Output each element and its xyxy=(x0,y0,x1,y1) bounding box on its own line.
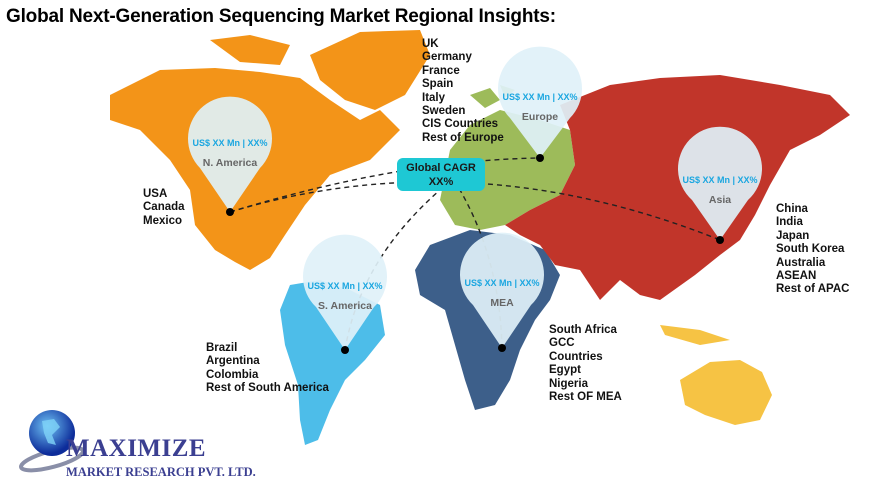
country: USA xyxy=(143,188,168,200)
pin-label-mea: US$ XX Mn | XX% MEA xyxy=(460,278,544,309)
country: Rest of APAC xyxy=(776,283,850,296)
region-value: US$ XX Mn | XX% xyxy=(192,138,268,148)
country: South Africa xyxy=(549,324,617,336)
country: Countries xyxy=(549,350,603,363)
region-value: US$ XX Mn | XX% xyxy=(464,278,540,288)
region-name: N. America xyxy=(202,157,258,169)
global-cagr-value: XX% xyxy=(428,176,454,188)
marker-south-america xyxy=(341,346,349,354)
country: Rest of South America xyxy=(206,382,329,395)
country: CIS Countries xyxy=(422,118,499,131)
country: South Korea xyxy=(776,243,845,256)
continent-north-america-islands xyxy=(210,35,290,65)
marker-asia xyxy=(716,236,724,244)
country: Italy xyxy=(422,91,446,104)
pin-europe xyxy=(498,46,583,158)
country: China xyxy=(776,203,808,215)
region-value: US$ XX Mn | XX% xyxy=(682,175,758,185)
region-value: US$ XX Mn | XX% xyxy=(307,281,383,291)
continent-asia xyxy=(505,75,850,300)
pin-asia xyxy=(678,126,763,240)
global-cagr-box: Global CAGR XX% xyxy=(397,158,485,191)
country: Spain xyxy=(422,78,454,91)
region-name: Asia xyxy=(708,194,732,206)
country: Nigeria xyxy=(549,377,588,390)
region-name: S. America xyxy=(318,300,372,312)
country: Germany xyxy=(422,51,472,64)
country: Argentina xyxy=(206,355,260,368)
pin-label-asia: US$ XX Mn | XX% Asia xyxy=(678,175,762,206)
country: Canada xyxy=(143,201,185,214)
country-list-north-america: USA Canada Mexico xyxy=(143,188,185,228)
region-value: US$ XX Mn | XX% xyxy=(502,92,578,102)
country: GCC xyxy=(549,337,575,350)
region-name: Europe xyxy=(521,111,559,123)
page-title: Global Next-Generation Sequencing Market… xyxy=(6,6,556,27)
connector-na-europe xyxy=(229,157,541,213)
country-list-south-america: Brazil Argentina Colombia Rest of South … xyxy=(206,342,329,396)
continent-greenland xyxy=(310,30,430,110)
logo-subtitle: MARKET RESEARCH PVT. LTD. xyxy=(66,465,256,479)
country: France xyxy=(422,64,460,77)
globe-icon xyxy=(19,410,85,473)
continent-indonesia xyxy=(660,325,730,345)
continent-australia xyxy=(680,360,772,425)
country: Egypt xyxy=(549,364,581,377)
pin-north-america xyxy=(188,96,272,212)
country: Rest of Europe xyxy=(422,131,504,144)
country-list-mea: South Africa GCC Countries Egypt Nigeria… xyxy=(549,324,622,404)
company-logo: MAXIMIZE MARKET RESEARCH PVT. LTD. xyxy=(14,405,256,480)
country-list-asia: China India Japan South Korea Australia … xyxy=(776,203,849,297)
marker-mea xyxy=(498,344,506,352)
country: India xyxy=(776,216,803,229)
pin-mea xyxy=(460,232,544,348)
country: UK xyxy=(422,38,439,50)
country: ASEAN xyxy=(776,270,817,283)
country: Colombia xyxy=(206,368,259,381)
country: Australia xyxy=(776,256,826,269)
country: Rest OF MEA xyxy=(549,391,622,404)
country-list-europe: UK Germany France Spain Italy Sweden CIS… xyxy=(422,38,504,145)
country: Sweden xyxy=(422,105,466,118)
marker-europe xyxy=(536,154,544,162)
pin-label-north-america: US$ XX Mn | XX% N. America xyxy=(188,138,272,169)
country: Brazil xyxy=(206,342,238,354)
marker-north-america xyxy=(226,208,234,216)
global-cagr-label: Global CAGR xyxy=(406,162,476,174)
pin-label-europe: US$ XX Mn | XX% Europe xyxy=(498,92,582,123)
pin-label-south-america: US$ XX Mn | XX% S. America xyxy=(303,281,387,312)
region-name: MEA xyxy=(490,297,514,309)
country: Mexico xyxy=(143,214,182,227)
logo-name: MAXIMIZE xyxy=(66,435,207,462)
country: Japan xyxy=(776,229,810,242)
pin-south-america xyxy=(303,234,387,350)
